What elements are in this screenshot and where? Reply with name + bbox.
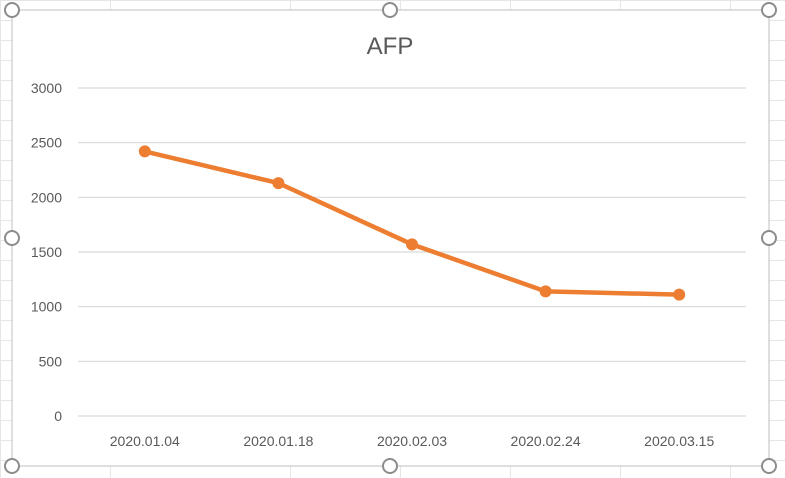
resize-handle[interactable] xyxy=(761,2,777,18)
y-tick-label: 1000 xyxy=(31,299,62,315)
resize-handle[interactable] xyxy=(382,2,398,18)
x-axis-tick-labels: 2020.01.04 2020.01.18 2020.02.03 2020.02.24… xyxy=(110,433,715,449)
resize-handle[interactable] xyxy=(4,458,20,474)
resize-handle[interactable] xyxy=(4,2,20,18)
resize-handle[interactable] xyxy=(761,458,777,474)
y-tick-label: 0 xyxy=(54,408,62,424)
data-point-marker[interactable] xyxy=(138,145,151,158)
data-point-marker[interactable] xyxy=(539,285,552,298)
y-tick-label: 1500 xyxy=(31,244,62,260)
resize-handle[interactable] xyxy=(761,230,777,246)
y-tick-label: 2500 xyxy=(31,135,62,151)
resize-handle[interactable] xyxy=(4,230,20,246)
series-afp[interactable] xyxy=(138,145,686,301)
x-tick-label: 2020.01.18 xyxy=(243,433,313,449)
chart-area[interactable] xyxy=(11,9,770,467)
data-point-marker[interactable] xyxy=(673,288,686,301)
y-tick-label: 500 xyxy=(39,353,63,369)
y-axis-tick-labels: 0 500 1000 1500 2000 2500 3000 xyxy=(31,80,62,424)
data-point-marker[interactable] xyxy=(406,238,418,251)
data-point-marker[interactable] xyxy=(272,177,285,190)
chart-title[interactable]: AFP xyxy=(367,33,414,60)
y-gridlines xyxy=(78,87,746,417)
resize-handle[interactable] xyxy=(382,458,398,474)
x-tick-label: 2020.02.03 xyxy=(377,433,447,449)
selection-handles[interactable] xyxy=(4,2,777,474)
y-tick-label: 2000 xyxy=(31,189,62,205)
x-tick-label: 2020.02.24 xyxy=(511,433,581,449)
x-tick-label: 2020.01.04 xyxy=(110,433,180,449)
x-tick-label: 2020.03.15 xyxy=(644,433,714,449)
y-tick-label: 3000 xyxy=(31,80,62,96)
